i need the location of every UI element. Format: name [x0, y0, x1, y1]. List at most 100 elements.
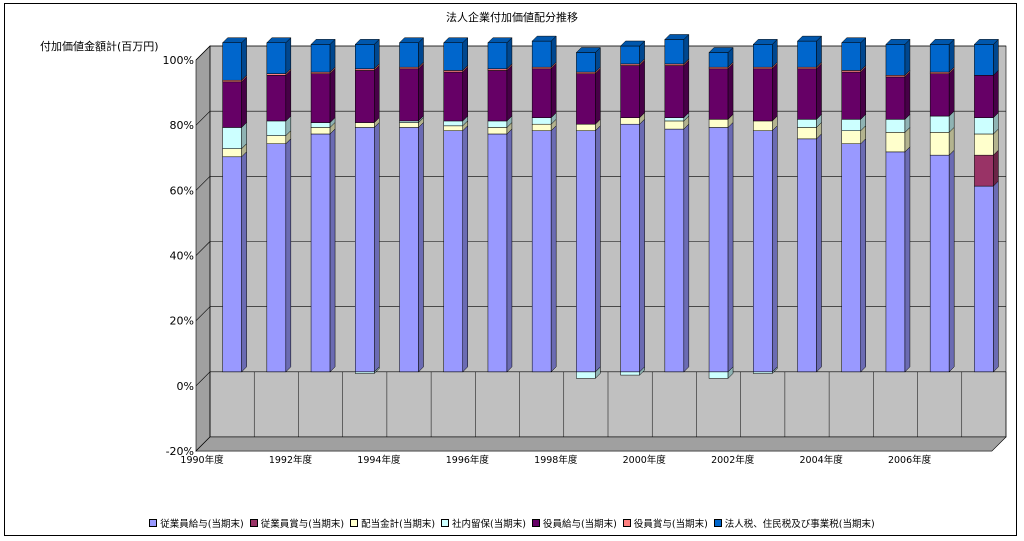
- y-tick-label: 40%: [170, 250, 194, 263]
- bar-segment: [708, 119, 729, 128]
- bar-segment: [974, 75, 994, 118]
- bar-segment: [974, 185, 994, 373]
- bar-segment: [487, 70, 508, 122]
- bar-segment-side: [904, 146, 911, 373]
- y-axis-title: 付加価値金額計(百万円): [40, 40, 159, 53]
- bar-segment: [841, 143, 861, 373]
- bar-segment: [753, 120, 773, 131]
- legend-item: 法人税、住民税及び事業税(当期末): [713, 516, 875, 530]
- bar-segment-side: [462, 66, 468, 122]
- bar-segment-side: [241, 76, 247, 129]
- bar-segment-side: [683, 123, 690, 373]
- legend-swatch: [249, 519, 258, 527]
- bar-segment: [974, 117, 994, 135]
- bar-segment: [355, 70, 375, 123]
- bar-segment: [974, 133, 994, 156]
- bar-segment: [531, 123, 552, 131]
- y-tick-label: 60%: [170, 184, 194, 197]
- x-tick-label: 1998年度: [534, 454, 578, 466]
- gridline-side: [195, 241, 211, 256]
- bar-segment-side: [993, 38, 999, 76]
- bar-segment-side: [727, 121, 734, 373]
- bar-segment: [222, 42, 242, 81]
- bar-segment: [797, 127, 817, 140]
- bar-segment-side: [948, 68, 955, 117]
- x-tick-label: 1994年度: [357, 454, 401, 466]
- bar-segment: [797, 138, 817, 373]
- bar-segment: [753, 68, 773, 122]
- bar-segment: [664, 65, 685, 118]
- bar-top: [310, 39, 336, 45]
- bar-top: [708, 47, 734, 53]
- legend-item: 配当金計(当期末): [350, 516, 435, 530]
- bar-segment: [797, 68, 817, 120]
- x-tick-label: 2000年度: [623, 454, 667, 466]
- bar-segment-side: [904, 71, 911, 120]
- bar-segment: [531, 117, 552, 125]
- bar-segment: [355, 122, 375, 128]
- bar-segment: [885, 151, 906, 373]
- bar-segment: [929, 115, 950, 133]
- bar-top: [575, 47, 601, 53]
- legend-item: 役員賞与(当期末): [622, 516, 708, 530]
- bar-segment: [708, 52, 729, 68]
- bar-segment: [310, 133, 331, 373]
- bar-segment-side: [285, 37, 292, 75]
- y-tick-label: -20%: [166, 445, 194, 458]
- bar-segment-side: [904, 38, 911, 76]
- bar-segment-side: [772, 63, 778, 122]
- bar-segment: [841, 130, 861, 144]
- bar-segment: [576, 73, 596, 125]
- bar-segment: [310, 44, 331, 73]
- bar-segment-side: [418, 63, 424, 122]
- bar-segment-side: [816, 133, 822, 373]
- bar-segment: [885, 119, 906, 133]
- bar-segment: [222, 156, 242, 373]
- bar-top: [841, 37, 867, 43]
- bar-segment-side: [860, 66, 866, 120]
- bar-segment: [399, 127, 419, 373]
- bar-segment: [310, 73, 331, 123]
- bar-segment-side: [948, 38, 955, 73]
- bar-segment: [487, 133, 508, 373]
- legend-item: 従業員給与(当期末): [149, 516, 244, 530]
- bar-top: [752, 39, 778, 45]
- bar-segment: [929, 154, 950, 373]
- bar-segment: [797, 119, 817, 128]
- bar-segment: [974, 44, 994, 76]
- bar-segment: [576, 371, 596, 379]
- bar-top: [487, 37, 513, 43]
- bar-segment-side: [241, 151, 247, 373]
- bar-segment: [576, 130, 596, 373]
- bar-segment: [664, 120, 685, 130]
- x-tick-label: 1990年度: [180, 454, 224, 466]
- bar-segment-side: [550, 35, 557, 68]
- bar-segment: [443, 71, 463, 122]
- y-tick-label: 20%: [170, 315, 194, 328]
- legend-item: 社内留保(当期末): [441, 516, 526, 530]
- bar-segment: [885, 44, 906, 76]
- bar-segment-side: [948, 149, 955, 373]
- bar-segment-side: [329, 68, 336, 124]
- bar-segment: [443, 130, 463, 373]
- bar-segment: [576, 52, 596, 73]
- bar-segment-side: [241, 37, 247, 81]
- bar-segment-side: [550, 63, 557, 119]
- legend-swatch: [350, 519, 359, 527]
- bar-segment: [664, 128, 685, 373]
- bar-segment: [399, 42, 419, 68]
- bar-segment: [929, 44, 950, 73]
- bar-segment: [355, 127, 375, 373]
- chart-title: 法人企業付加価値配分推移: [446, 11, 578, 24]
- bar-segment-side: [860, 138, 866, 373]
- bar-top: [398, 37, 425, 43]
- legend-swatch: [622, 519, 631, 527]
- bar-top: [443, 37, 469, 43]
- bar-segment: [576, 123, 596, 131]
- legend-label: 法人税、住民税及び事業税(当期末): [724, 519, 875, 530]
- y-tick-label: 100%: [163, 54, 194, 67]
- bar-segment: [708, 371, 729, 379]
- bar-top: [664, 34, 690, 40]
- y-tick-label: 80%: [170, 119, 194, 132]
